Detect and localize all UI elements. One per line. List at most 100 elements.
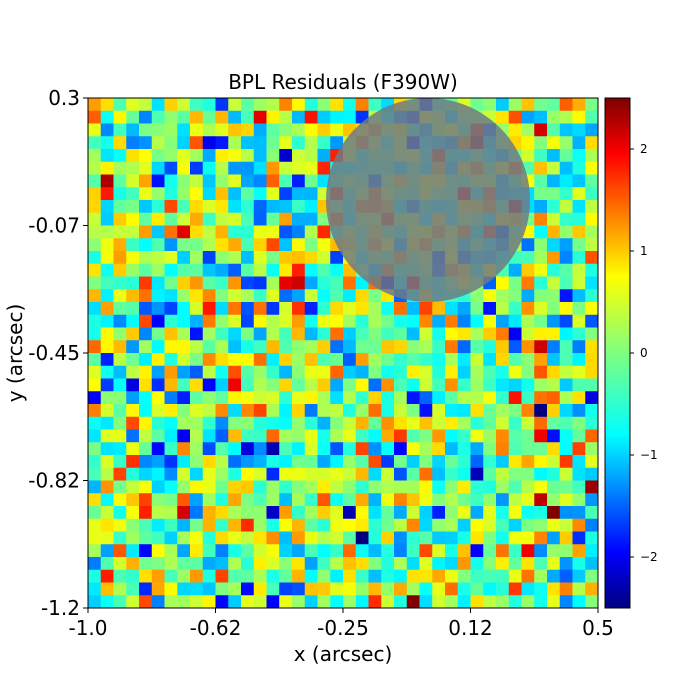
heatmap-cell xyxy=(521,518,535,532)
heatmap-cell xyxy=(253,187,267,201)
heatmap-cell xyxy=(559,557,573,571)
heatmap-cell xyxy=(151,404,165,418)
heatmap-cell xyxy=(304,161,318,175)
heatmap-cell xyxy=(190,353,204,367)
heatmap-cell xyxy=(432,506,446,520)
heatmap-cell xyxy=(445,327,459,341)
heatmap-cell xyxy=(126,251,140,265)
heatmap-cell xyxy=(202,518,216,532)
heatmap-cell xyxy=(253,493,267,507)
heatmap-cell xyxy=(202,314,216,328)
heatmap-cell xyxy=(381,442,395,456)
heatmap-cell xyxy=(508,340,522,354)
heatmap-cell xyxy=(139,493,153,507)
heatmap-cell xyxy=(292,353,306,367)
heatmap-cell xyxy=(547,582,561,596)
heatmap-cell xyxy=(585,225,599,239)
heatmap-cell xyxy=(113,98,127,112)
heatmap-cell xyxy=(483,544,497,558)
heatmap-cell xyxy=(151,161,165,175)
heatmap-cell xyxy=(470,467,484,481)
colorbar-tick-label: 2 xyxy=(640,142,648,156)
heatmap-cell xyxy=(139,225,153,239)
heatmap-cell xyxy=(368,98,382,112)
heatmap-cell xyxy=(113,174,127,188)
heatmap-cell xyxy=(559,442,573,456)
heatmap-cell xyxy=(113,404,127,418)
heatmap-cell xyxy=(304,314,318,328)
heatmap-cell xyxy=(241,98,255,112)
heatmap-cell xyxy=(317,455,331,469)
heatmap-cell xyxy=(317,416,331,430)
heatmap-cell xyxy=(355,442,369,456)
heatmap-cell xyxy=(496,404,510,418)
heatmap-cell xyxy=(266,276,280,290)
heatmap-cell xyxy=(113,212,127,226)
heatmap-cell xyxy=(292,365,306,379)
heatmap-cell xyxy=(151,467,165,481)
heatmap-cell xyxy=(113,225,127,239)
heatmap-cell xyxy=(534,467,548,481)
heatmap-cell xyxy=(343,557,357,571)
heatmap-cell xyxy=(394,569,408,583)
heatmap-cell xyxy=(406,506,420,520)
heatmap-cell xyxy=(190,557,204,571)
heatmap-cell xyxy=(241,391,255,405)
heatmap-cell xyxy=(521,429,535,443)
heatmap-cell xyxy=(445,365,459,379)
heatmap-cell xyxy=(151,200,165,214)
heatmap-cell xyxy=(190,289,204,303)
heatmap-cell xyxy=(547,569,561,583)
heatmap-cell xyxy=(445,467,459,481)
heatmap-cell xyxy=(368,493,382,507)
heatmap-cell xyxy=(139,276,153,290)
heatmap-cell xyxy=(304,174,318,188)
heatmap-cell xyxy=(521,302,535,316)
heatmap-cell xyxy=(406,467,420,481)
heatmap-cell xyxy=(151,442,165,456)
heatmap-cell xyxy=(585,98,599,112)
heatmap-cell xyxy=(164,493,178,507)
heatmap-cell xyxy=(164,238,178,252)
heatmap-cell xyxy=(368,442,382,456)
heatmap-cell xyxy=(572,365,586,379)
heatmap-cell xyxy=(100,378,114,392)
heatmap-cell xyxy=(406,429,420,443)
heatmap-cell xyxy=(521,557,535,571)
heatmap-cell xyxy=(330,378,344,392)
heatmap-cell xyxy=(330,518,344,532)
heatmap-cell xyxy=(151,416,165,430)
heatmap-cell xyxy=(317,149,331,163)
heatmap-cell xyxy=(521,582,535,596)
heatmap-cell xyxy=(406,327,420,341)
heatmap-cell xyxy=(241,340,255,354)
heatmap-cell xyxy=(266,200,280,214)
heatmap-cell xyxy=(88,531,102,545)
heatmap-cell xyxy=(88,595,102,609)
heatmap-cell xyxy=(202,506,216,520)
heatmap-cell xyxy=(177,455,191,469)
heatmap-cell xyxy=(279,123,293,137)
heatmap-cell xyxy=(559,493,573,507)
heatmap-cell xyxy=(292,136,306,150)
heatmap-cell xyxy=(151,136,165,150)
heatmap-cell xyxy=(572,493,586,507)
heatmap-cell xyxy=(177,480,191,494)
heatmap-cell xyxy=(547,174,561,188)
heatmap-cell xyxy=(457,493,471,507)
heatmap-cell xyxy=(368,506,382,520)
heatmap-cell xyxy=(343,353,357,367)
heatmap-cell xyxy=(585,518,599,532)
heatmap-cell xyxy=(355,429,369,443)
heatmap-cell xyxy=(88,506,102,520)
heatmap-cell xyxy=(419,480,433,494)
x-axis-label: x (arcsec) xyxy=(294,642,393,666)
heatmap-cell xyxy=(253,391,267,405)
heatmap-cell xyxy=(126,238,140,252)
heatmap-cell xyxy=(483,429,497,443)
heatmap-cell xyxy=(88,378,102,392)
heatmap-cell xyxy=(304,123,318,137)
heatmap-cell xyxy=(241,327,255,341)
heatmap-cell xyxy=(202,378,216,392)
heatmap-cell xyxy=(406,404,420,418)
